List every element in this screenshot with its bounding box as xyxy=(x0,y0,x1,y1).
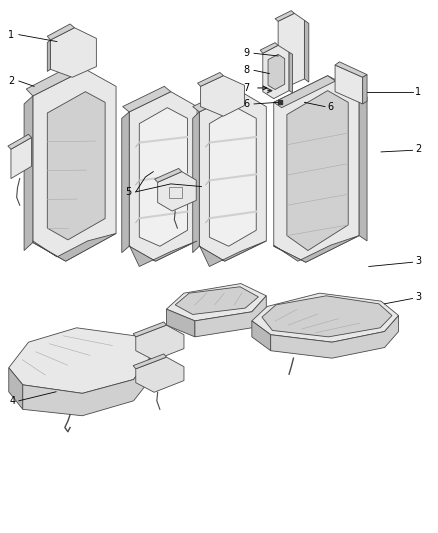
Text: 1: 1 xyxy=(415,87,421,96)
Text: 1: 1 xyxy=(8,30,14,39)
Bar xyxy=(169,187,182,198)
Polygon shape xyxy=(8,134,32,149)
Polygon shape xyxy=(274,76,359,262)
Polygon shape xyxy=(193,112,199,253)
Polygon shape xyxy=(9,368,23,409)
Polygon shape xyxy=(136,357,184,392)
Polygon shape xyxy=(166,284,266,321)
Text: 5: 5 xyxy=(125,187,131,197)
Polygon shape xyxy=(47,92,105,240)
Polygon shape xyxy=(23,356,151,416)
Polygon shape xyxy=(262,296,392,337)
Polygon shape xyxy=(47,40,50,71)
Polygon shape xyxy=(47,24,74,40)
Polygon shape xyxy=(166,309,195,337)
Polygon shape xyxy=(24,96,33,251)
Polygon shape xyxy=(359,92,367,241)
Polygon shape xyxy=(278,13,304,86)
Polygon shape xyxy=(335,65,363,104)
Polygon shape xyxy=(268,54,285,90)
Polygon shape xyxy=(26,63,85,96)
Polygon shape xyxy=(289,52,293,93)
Text: 7: 7 xyxy=(243,83,249,93)
Polygon shape xyxy=(199,92,266,261)
Polygon shape xyxy=(287,91,348,251)
Polygon shape xyxy=(335,62,367,77)
Polygon shape xyxy=(129,92,197,261)
Polygon shape xyxy=(193,86,241,112)
Text: 6: 6 xyxy=(243,99,249,109)
Polygon shape xyxy=(199,241,266,266)
Polygon shape xyxy=(33,233,116,261)
Polygon shape xyxy=(133,354,166,369)
Polygon shape xyxy=(271,316,399,358)
Polygon shape xyxy=(122,112,129,253)
Text: 8: 8 xyxy=(243,66,249,75)
Polygon shape xyxy=(363,75,367,104)
Text: 3: 3 xyxy=(415,256,421,266)
Polygon shape xyxy=(136,325,184,360)
Polygon shape xyxy=(252,293,399,342)
Polygon shape xyxy=(129,241,197,266)
Text: 3: 3 xyxy=(415,293,421,302)
Polygon shape xyxy=(274,236,359,262)
Text: 2: 2 xyxy=(415,144,421,154)
Polygon shape xyxy=(123,86,171,112)
Polygon shape xyxy=(155,168,182,182)
Polygon shape xyxy=(33,69,116,261)
Polygon shape xyxy=(260,43,278,53)
Polygon shape xyxy=(275,11,294,21)
Text: 9: 9 xyxy=(243,49,249,58)
Polygon shape xyxy=(133,322,166,337)
Text: 6: 6 xyxy=(328,102,334,111)
Polygon shape xyxy=(263,45,289,99)
Polygon shape xyxy=(139,108,187,246)
Polygon shape xyxy=(198,72,223,86)
Text: 4: 4 xyxy=(9,396,15,406)
Polygon shape xyxy=(175,287,258,314)
Polygon shape xyxy=(195,296,266,337)
Polygon shape xyxy=(11,138,32,179)
Polygon shape xyxy=(201,76,244,116)
Polygon shape xyxy=(9,328,151,393)
Text: 2: 2 xyxy=(8,76,14,86)
Polygon shape xyxy=(50,28,96,77)
Polygon shape xyxy=(158,172,196,211)
Polygon shape xyxy=(304,20,309,82)
Polygon shape xyxy=(274,76,336,108)
Polygon shape xyxy=(252,321,271,351)
Polygon shape xyxy=(209,108,256,246)
